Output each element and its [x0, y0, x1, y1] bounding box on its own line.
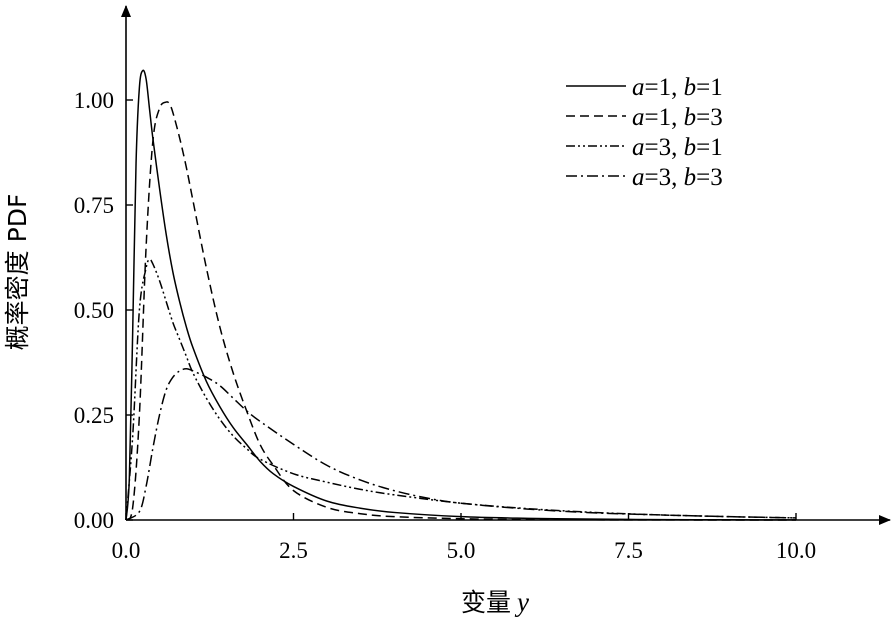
- legend-symbol: a: [632, 74, 645, 101]
- legend-symbol: =: [696, 164, 710, 191]
- x-axis-label-text: 变量: [461, 588, 511, 617]
- legend-symbol: ,: [671, 164, 684, 191]
- x-tick-label: 0.0: [112, 538, 141, 563]
- series-line-2: [125, 101, 797, 521]
- legend-value: 1: [710, 74, 723, 101]
- y-tick-label: 0.75: [74, 193, 114, 218]
- x-axis-label: 变量 y: [461, 587, 529, 617]
- y-ticks: 0.00 0.25 0.50 0.75 1.00: [74, 88, 133, 533]
- legend-symbol: =: [645, 104, 659, 131]
- legend-entry-4: a=3, b=3: [632, 164, 723, 191]
- y-tick-label: 0.00: [74, 508, 114, 533]
- legend-symbol: =: [645, 74, 659, 101]
- legend-symbol: b: [684, 164, 697, 191]
- x-axis-label-var: y: [514, 587, 529, 617]
- legend-symbol: b: [684, 104, 697, 131]
- legend-symbol: ,: [671, 104, 684, 131]
- x-ticks: 0.0 2.5 5.0 7.5 10.0: [112, 513, 816, 563]
- legend-value: 1: [659, 104, 672, 131]
- y-tick-label: 0.50: [74, 298, 114, 323]
- x-tick-label: 7.5: [614, 538, 643, 563]
- series-line-4: [125, 368, 797, 521]
- y-axis-label: 概率密度 PDF: [3, 194, 32, 351]
- y-tick-label: 1.00: [74, 88, 114, 113]
- legend-entry-1: a=1, b=1: [632, 74, 723, 101]
- legend-value: 3: [710, 104, 723, 131]
- legend-symbol: =: [645, 164, 659, 191]
- legend-value: 3: [659, 164, 672, 191]
- x-tick-label: 2.5: [279, 538, 308, 563]
- legend: a=1, b=1a=1, b=3a=3, b=1a=3, b=3: [566, 74, 723, 191]
- y-tick-label: 0.25: [74, 403, 114, 428]
- legend-entry-3: a=3, b=1: [632, 134, 723, 161]
- x-tick-label: 5.0: [447, 538, 476, 563]
- legend-value: 1: [659, 74, 672, 101]
- legend-symbol: =: [645, 134, 659, 161]
- legend-symbol: ,: [671, 74, 684, 101]
- legend-symbol: a: [632, 164, 645, 191]
- legend-symbol: a: [632, 134, 645, 161]
- legend-symbol: ,: [671, 134, 684, 161]
- legend-entry-2: a=1, b=3: [632, 104, 723, 131]
- series-lines: [125, 69, 797, 521]
- legend-value: 1: [710, 134, 723, 161]
- legend-symbol: a: [632, 104, 645, 131]
- x-tick-label: 10.0: [776, 538, 816, 563]
- legend-symbol: b: [684, 74, 697, 101]
- legend-symbol: =: [696, 74, 710, 101]
- legend-symbol: =: [696, 104, 710, 131]
- legend-value: 3: [659, 134, 672, 161]
- legend-value: 3: [710, 164, 723, 191]
- legend-symbol: =: [696, 134, 710, 161]
- legend-symbol: b: [684, 134, 697, 161]
- series-line-3: [125, 258, 797, 521]
